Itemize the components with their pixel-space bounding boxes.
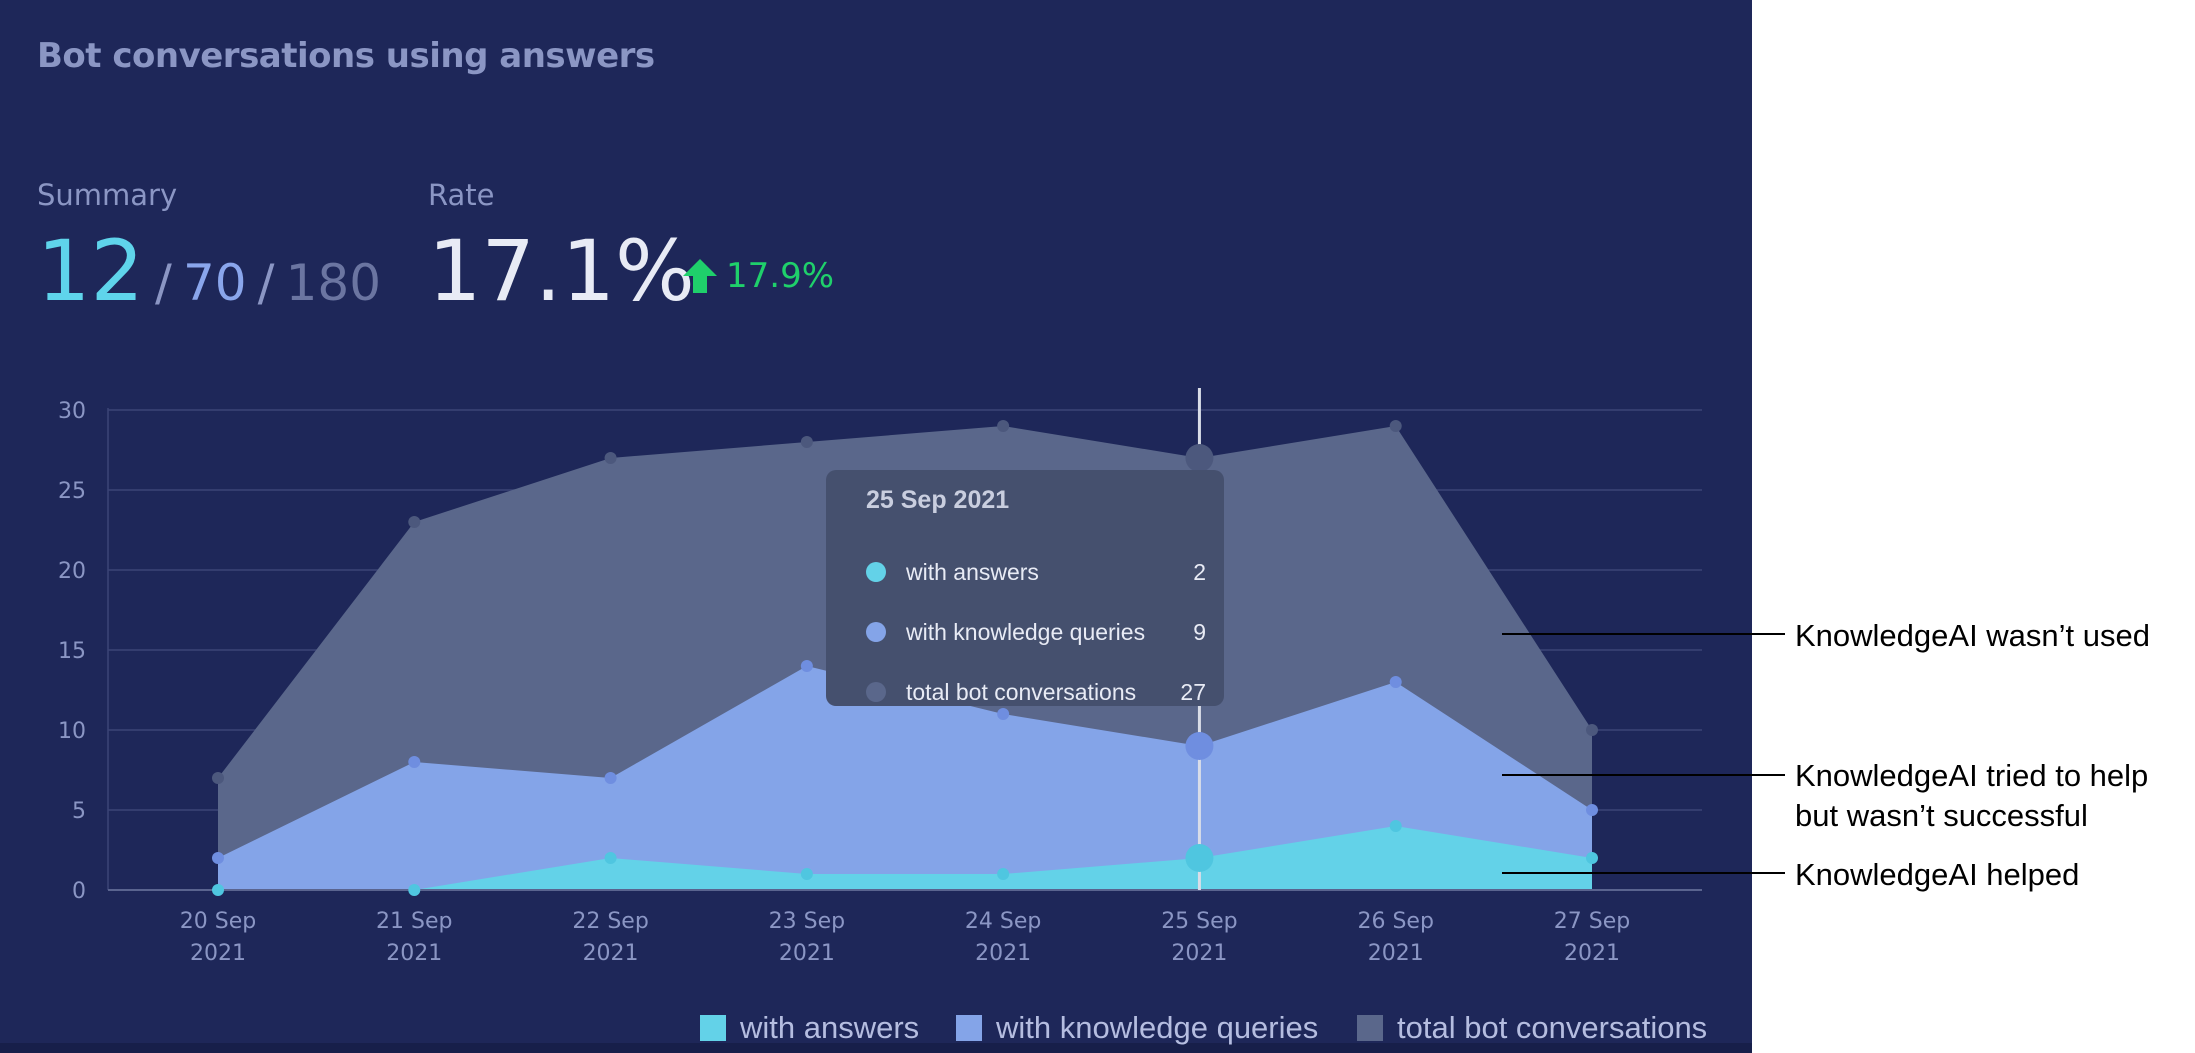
data-point: [800, 868, 813, 880]
arrow-up-icon: [683, 259, 717, 293]
legend-label: with answers: [740, 1010, 920, 1045]
knowledge-swatch-icon: [956, 1015, 982, 1041]
data-point: [212, 772, 224, 784]
total-dot-icon: [866, 682, 886, 702]
legend-item-knowledge[interactable]: with knowledge queries: [956, 1010, 1318, 1046]
legend-label: total bot conversations: [1397, 1010, 1708, 1045]
tooltip-row-value: 27: [1180, 678, 1206, 705]
data-point: [1389, 820, 1402, 832]
summary-values: 12 / 70 / 180: [37, 222, 381, 320]
data-point: [604, 452, 617, 464]
answers-swatch-icon: [700, 1015, 726, 1041]
tooltip-row-label: with answers: [906, 558, 1039, 585]
y-tick-label: 0: [72, 879, 86, 904]
y-tick-label: 10: [58, 719, 86, 744]
data-point: [1586, 804, 1598, 816]
data-point: [1586, 852, 1598, 864]
y-tick-label: 15: [58, 639, 86, 664]
y-tick-label: 30: [58, 399, 86, 424]
data-point: [1185, 732, 1214, 760]
summary-answers-value: 12: [37, 222, 144, 320]
x-tick-label: 2021: [1368, 941, 1424, 966]
y-tick-label: 20: [58, 559, 86, 584]
summary-label: Summary: [37, 178, 178, 212]
data-point: [408, 884, 421, 896]
annotation-tried-line2: but wasn’t successful: [1795, 798, 2088, 833]
x-tick-label: 24 Sep: [965, 909, 1041, 934]
summary-separator: /: [257, 254, 275, 312]
y-tick-label: 5: [72, 799, 86, 824]
x-tick-label: 21 Sep: [376, 909, 452, 934]
panel-footer-strip: [0, 1043, 1752, 1053]
area-with-answers: [218, 826, 1592, 890]
area-with-knowledge-queries: [218, 666, 1592, 890]
annotation-helped: KnowledgeAI helped: [1795, 857, 2080, 892]
rate-value: 17.1%: [428, 222, 695, 320]
data-point: [1389, 676, 1402, 688]
tooltip-row-label: with knowledge queries: [906, 618, 1146, 645]
rate-change-value: 17.9%: [726, 256, 835, 296]
data-point: [212, 884, 224, 896]
x-tick-label: 23 Sep: [769, 909, 845, 934]
rate-label: Rate: [428, 178, 495, 212]
annotation-not-used: KnowledgeAI wasn’t used: [1795, 618, 2151, 653]
x-tick-label: 2021: [190, 941, 246, 966]
x-tick-label: 27 Sep: [1554, 909, 1630, 934]
summary-total-value: 180: [285, 254, 382, 312]
total-swatch-icon: [1357, 1015, 1383, 1041]
data-point: [997, 420, 1010, 432]
tooltip-row-value: 9: [1193, 618, 1206, 645]
data-point: [1185, 844, 1214, 872]
summary-knowledge-value: 70: [182, 254, 247, 312]
x-tick-label: 22 Sep: [572, 909, 648, 934]
summary-separator: /: [154, 254, 172, 312]
legend-item-total[interactable]: total bot conversations: [1357, 1010, 1707, 1046]
x-tick-label: 26 Sep: [1357, 909, 1433, 934]
data-point: [1389, 420, 1402, 432]
x-tick-label: 25 Sep: [1161, 909, 1237, 934]
data-point: [408, 516, 421, 528]
data-point: [604, 772, 617, 784]
x-tick-label: 2021: [583, 941, 639, 966]
y-tick-label: 25: [58, 479, 86, 504]
data-point: [1586, 724, 1598, 736]
tooltip-row-knowledge: with knowledge queries 9: [866, 615, 1206, 649]
legend-item-answers[interactable]: with answers: [700, 1010, 919, 1046]
tooltip-row-answers: with answers 2: [866, 555, 1206, 589]
x-tick-label: 2021: [975, 941, 1031, 966]
knowledge-dot-icon: [866, 622, 886, 642]
data-point: [800, 660, 813, 672]
x-tick-label: 2021: [779, 941, 835, 966]
rate-change: 17.9%: [680, 256, 834, 296]
x-tick-label: 2021: [1171, 941, 1227, 966]
chart-title: Bot conversations using answers: [37, 36, 655, 76]
tooltip-row-value: 2: [1193, 558, 1206, 585]
legend-label: with knowledge queries: [996, 1010, 1319, 1045]
data-point: [212, 852, 224, 864]
tooltip-row-total: total bot conversations 27: [866, 675, 1206, 709]
x-tick-label: 20 Sep: [180, 909, 256, 934]
x-tick-label: 2021: [1564, 941, 1620, 966]
data-point: [408, 756, 421, 768]
tooltip-date: 25 Sep 2021: [866, 486, 1010, 514]
data-point: [997, 708, 1010, 720]
annotation-tried-line1: KnowledgeAI tried to help: [1795, 758, 2149, 793]
data-point: [997, 868, 1010, 880]
data-point: [604, 852, 617, 864]
tooltip-row-label: total bot conversations: [906, 678, 1137, 705]
data-point: [1185, 444, 1214, 472]
data-point: [800, 436, 813, 448]
chart-tooltip: 25 Sep 2021 with answers 2 with knowledg…: [826, 470, 1224, 706]
x-tick-label: 2021: [386, 941, 442, 966]
answers-dot-icon: [866, 562, 886, 582]
